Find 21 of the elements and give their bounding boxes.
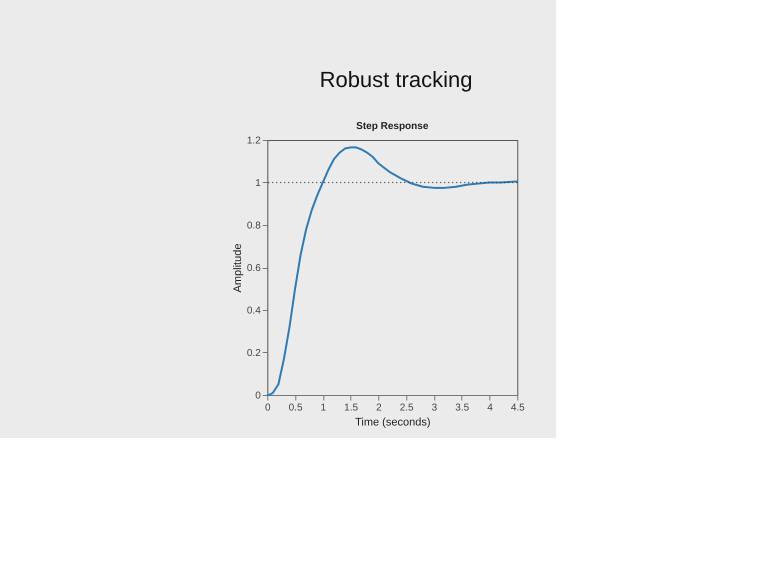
- x-tick-label: 2: [376, 402, 382, 414]
- x-tick-label: 4: [487, 402, 494, 414]
- x-tick-label: 0: [264, 402, 271, 414]
- chart-title: Robust tracking: [320, 67, 472, 92]
- y-tick-label: 0.2: [246, 348, 262, 359]
- y-axis-title: Amplitude: [232, 244, 244, 292]
- x-tick-label: 4.5: [510, 402, 526, 414]
- x-tick-label: 1: [320, 402, 327, 414]
- y-tick-label: 1: [255, 178, 262, 189]
- y-tick-label: 0.6: [246, 263, 262, 274]
- x-tick-label: 3.5: [455, 402, 470, 414]
- chart-subtitle: Step Response: [356, 121, 429, 132]
- y-tick-label: 1.2: [246, 136, 262, 146]
- x-axis-title: Time (seconds): [355, 416, 430, 428]
- x-tick-label: 1.5: [344, 402, 358, 414]
- x-tick-label: 2.5: [400, 402, 414, 414]
- x-tick-label: 0.5: [288, 402, 303, 414]
- y-tick-label: 0.8: [246, 220, 262, 232]
- x-tick-label: 3: [432, 402, 438, 414]
- y-tick-label: 0.4: [246, 306, 262, 316]
- y-tick-label: 0: [255, 390, 262, 402]
